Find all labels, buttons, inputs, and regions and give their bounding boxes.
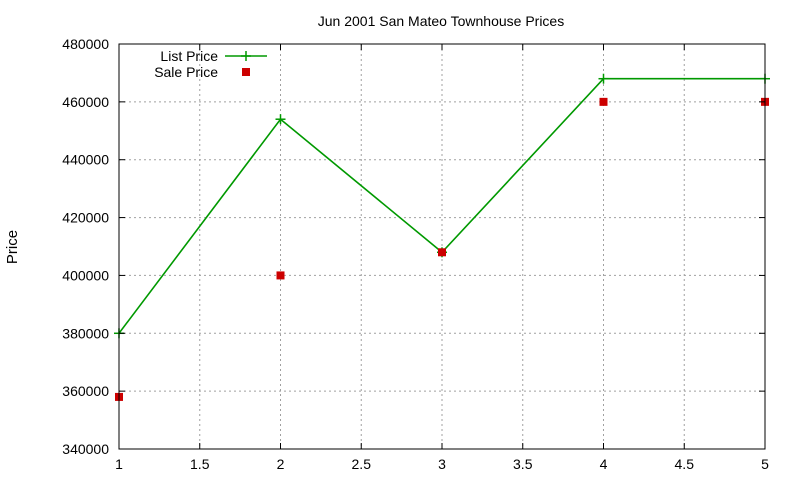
x-tick-label: 1	[115, 456, 123, 472]
ticks: 1 1.5 2 2.5 3 3.5 4 4.5 5 340000 360000 380000 40000…	[62, 36, 769, 472]
list-price-point	[275, 114, 286, 125]
y-tick-label: 400000	[62, 267, 109, 283]
sale-price-point	[276, 271, 285, 280]
y-tick-label: 460000	[62, 94, 109, 110]
x-tick-label: 3.5	[513, 456, 533, 472]
legend-marker-sale-price	[242, 68, 250, 76]
x-tick-label: 2	[277, 456, 285, 472]
y-tick-label: 420000	[62, 210, 109, 226]
list-price-point	[598, 73, 609, 84]
y-axis-label: Price	[4, 230, 21, 264]
x-tick-label: 4	[600, 456, 608, 472]
series-layer	[114, 73, 770, 401]
legend-label-list-price: List Price	[160, 48, 218, 64]
x-tick-label: 5	[761, 456, 769, 472]
grid	[119, 44, 765, 449]
chart-title: Jun 2001 San Mateo Townhouse Prices	[318, 13, 564, 29]
legend-marker-list-price	[241, 51, 251, 61]
x-tick-label: 3	[438, 456, 446, 472]
sale-price-point	[599, 97, 608, 106]
legend-label-sale-price: Sale Price	[154, 64, 218, 80]
sale-price-point	[438, 248, 446, 257]
y-tick-label: 380000	[62, 325, 109, 341]
x-tick-label: 1.5	[190, 456, 210, 472]
y-tick-label: 440000	[62, 152, 109, 168]
x-tick-label: 4.5	[675, 456, 695, 472]
x-tick-label: 2.5	[352, 456, 372, 472]
y-tick-label: 340000	[62, 441, 109, 457]
y-tick-label: 480000	[62, 36, 109, 52]
y-tick-label: 360000	[62, 383, 109, 399]
